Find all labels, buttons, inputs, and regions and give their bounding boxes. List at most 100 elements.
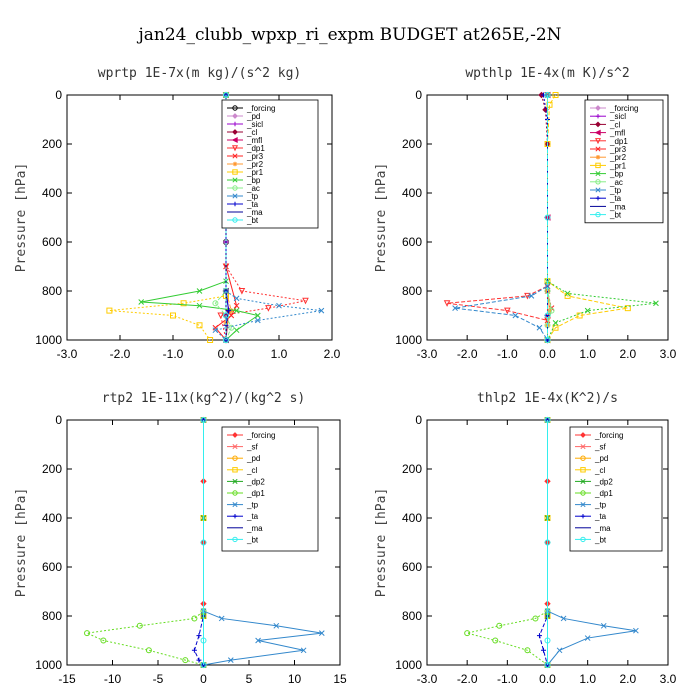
data-point xyxy=(544,337,551,343)
legend-marker xyxy=(580,455,586,461)
legend-marker xyxy=(580,490,586,496)
data-point xyxy=(106,307,113,314)
legend-label: _ma xyxy=(594,524,611,533)
legend-label: _dp1 xyxy=(246,144,265,153)
legend-marker xyxy=(580,444,586,450)
panel-title: wpthlp 1E-4x(m K)/s^2 xyxy=(465,66,629,81)
data-point xyxy=(233,295,240,302)
x-tick-label: 0.0 xyxy=(539,347,556,361)
data-point xyxy=(300,647,307,654)
data-point xyxy=(532,615,539,622)
legend-label: _bt xyxy=(594,535,607,544)
data-point xyxy=(633,627,639,634)
x-tick-label: -3.0 xyxy=(417,672,438,686)
data-point xyxy=(540,647,546,653)
data-point xyxy=(100,637,107,644)
legend-label: _dp1 xyxy=(594,489,613,498)
legend-label: _bp xyxy=(609,170,624,179)
legend-label: _dp1 xyxy=(246,489,265,498)
data-point xyxy=(217,312,225,320)
data-point xyxy=(196,322,203,329)
legend-marker xyxy=(232,514,238,519)
data-point xyxy=(584,635,591,641)
legend-label: _ta xyxy=(609,194,622,203)
legend-marker xyxy=(595,105,601,111)
data-point xyxy=(233,327,240,334)
legend-label: _forcing xyxy=(594,431,623,440)
y-tick-label: 200 xyxy=(402,137,422,151)
legend-marker xyxy=(232,478,238,484)
data-point xyxy=(524,647,531,654)
y-tick-label: 0 xyxy=(415,413,422,427)
legend-marker xyxy=(232,455,238,461)
legend-marker xyxy=(232,444,238,450)
x-tick-label: -3.0 xyxy=(417,347,438,361)
data-point xyxy=(200,539,207,546)
legend-label: _pd xyxy=(594,454,608,463)
y-axis-label: Pressure [hPa] xyxy=(374,163,389,273)
y-tick-label: 1000 xyxy=(395,333,422,347)
figure-title: jan24_clubb_wpxp_ri_expm BUDGET at265E,-… xyxy=(136,25,561,45)
data-point xyxy=(512,312,519,319)
data-point xyxy=(233,302,240,309)
panel-title: wprtp 1E-7x(m kg)/(s^2 kg) xyxy=(98,66,302,81)
legend-label: _dp2 xyxy=(594,477,613,486)
panel-4: thlp2 1E-4x(K^2)/s Pressure [hPa] -3.0 -2.0… xyxy=(374,391,677,686)
legend-label: _pr3 xyxy=(246,152,264,161)
legend-label: _forcing xyxy=(246,431,275,440)
y-tick-label: 400 xyxy=(42,186,62,200)
legend-marker xyxy=(580,432,586,438)
y-tick-label: 1000 xyxy=(35,333,62,347)
legend-label: _forcing xyxy=(609,104,638,113)
legend-label: _mfl xyxy=(609,129,625,138)
panel-title: rtp2 1E-11x(kg^2)/(kg^2 s) xyxy=(102,391,306,406)
x-tick-label: 10 xyxy=(288,672,302,686)
y-tick-label: 400 xyxy=(402,186,422,200)
data-point xyxy=(254,312,261,319)
data-point xyxy=(624,305,631,312)
series-line-tp xyxy=(455,95,548,341)
data-point xyxy=(560,615,567,622)
x-tick-label: 2.0 xyxy=(324,347,341,361)
legend-label: _forcing xyxy=(246,104,275,113)
legend-box xyxy=(584,99,664,224)
legend-marker xyxy=(595,162,601,169)
legend-marker xyxy=(595,196,601,201)
data-point xyxy=(223,337,229,343)
x-tick-label: 0.0 xyxy=(539,672,556,686)
series-line-dp1 xyxy=(447,95,548,340)
data-point xyxy=(653,300,659,307)
data-point xyxy=(536,324,543,331)
data-point xyxy=(218,615,225,622)
legend-marker xyxy=(580,514,586,519)
x-tick-label: -1.0 xyxy=(497,347,518,361)
legend-marker xyxy=(232,113,238,119)
legend-label: _sicl xyxy=(609,112,626,121)
x-tick-label: 1.0 xyxy=(271,347,288,361)
data-point xyxy=(544,283,551,289)
panel-2: wpthlp 1E-4x(m K)/s^2 Pressure [hPa] -3.0 -… xyxy=(374,66,677,361)
legend-label: _sf xyxy=(594,443,606,452)
legend-label: _ac xyxy=(609,178,623,187)
y-axis-label: Pressure [hPa] xyxy=(14,163,29,273)
series-line-dp1 xyxy=(220,95,306,341)
legend-label: _pr2 xyxy=(609,153,627,162)
legend-label: _sf xyxy=(246,443,258,452)
y-tick-label: 0 xyxy=(55,88,62,102)
legend-label: _ta xyxy=(246,200,259,209)
y-tick-label: 1000 xyxy=(35,658,62,672)
data-point xyxy=(228,324,235,331)
x-tick-label: 15 xyxy=(333,672,347,686)
data-point xyxy=(254,317,261,324)
data-point xyxy=(191,647,197,653)
y-tick-label: 0 xyxy=(415,88,422,102)
data-point xyxy=(233,307,240,314)
legend-marker xyxy=(595,146,601,152)
y-tick-label: 0 xyxy=(55,413,62,427)
legend-marker xyxy=(580,467,586,473)
data-point xyxy=(556,647,563,654)
data-point xyxy=(138,299,145,305)
legend-marker xyxy=(595,171,601,177)
legend-marker xyxy=(595,155,601,160)
